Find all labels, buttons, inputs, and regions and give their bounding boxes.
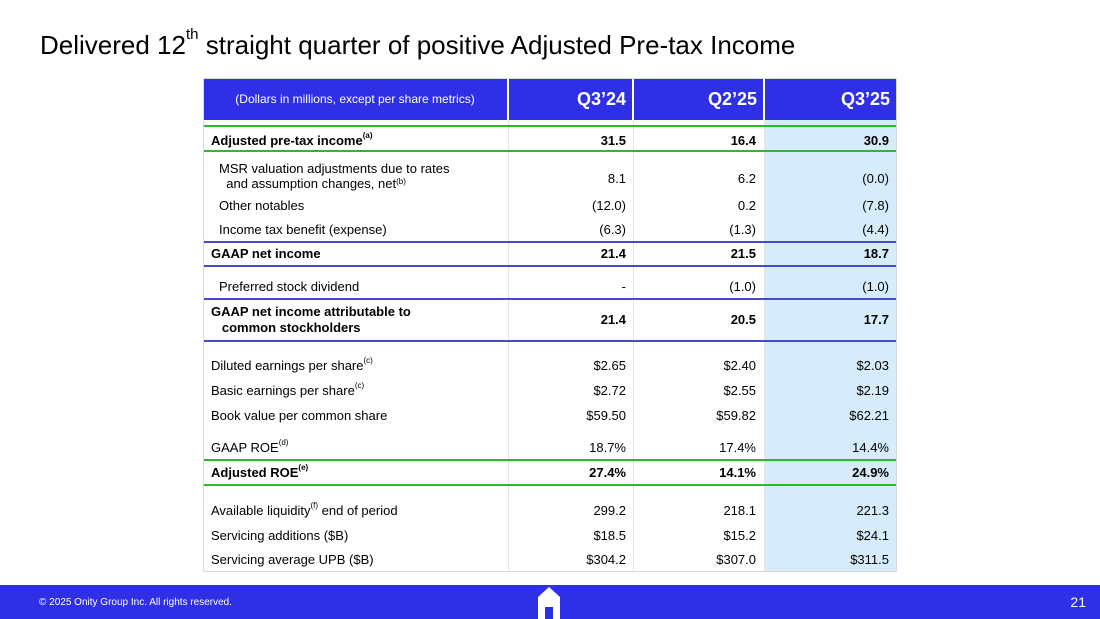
units-note: (Dollars in millions, except per share m… (203, 78, 507, 120)
col-header-q3-25: Q3’25 (765, 78, 896, 120)
page-number: 21 (1070, 594, 1086, 610)
col-header-q3-24: Q3’24 (509, 78, 632, 120)
copyright-text: © 2025 Onity Group Inc. All rights reser… (39, 597, 233, 608)
page-title: Delivered 12th straight quarter of posit… (40, 26, 796, 60)
table-header: (Dollars in millions, except per share m… (203, 78, 896, 120)
onity-house-logo-icon (538, 587, 560, 619)
col-header-q2-25: Q2’25 (634, 78, 763, 120)
current-quarter-highlight (765, 120, 896, 571)
